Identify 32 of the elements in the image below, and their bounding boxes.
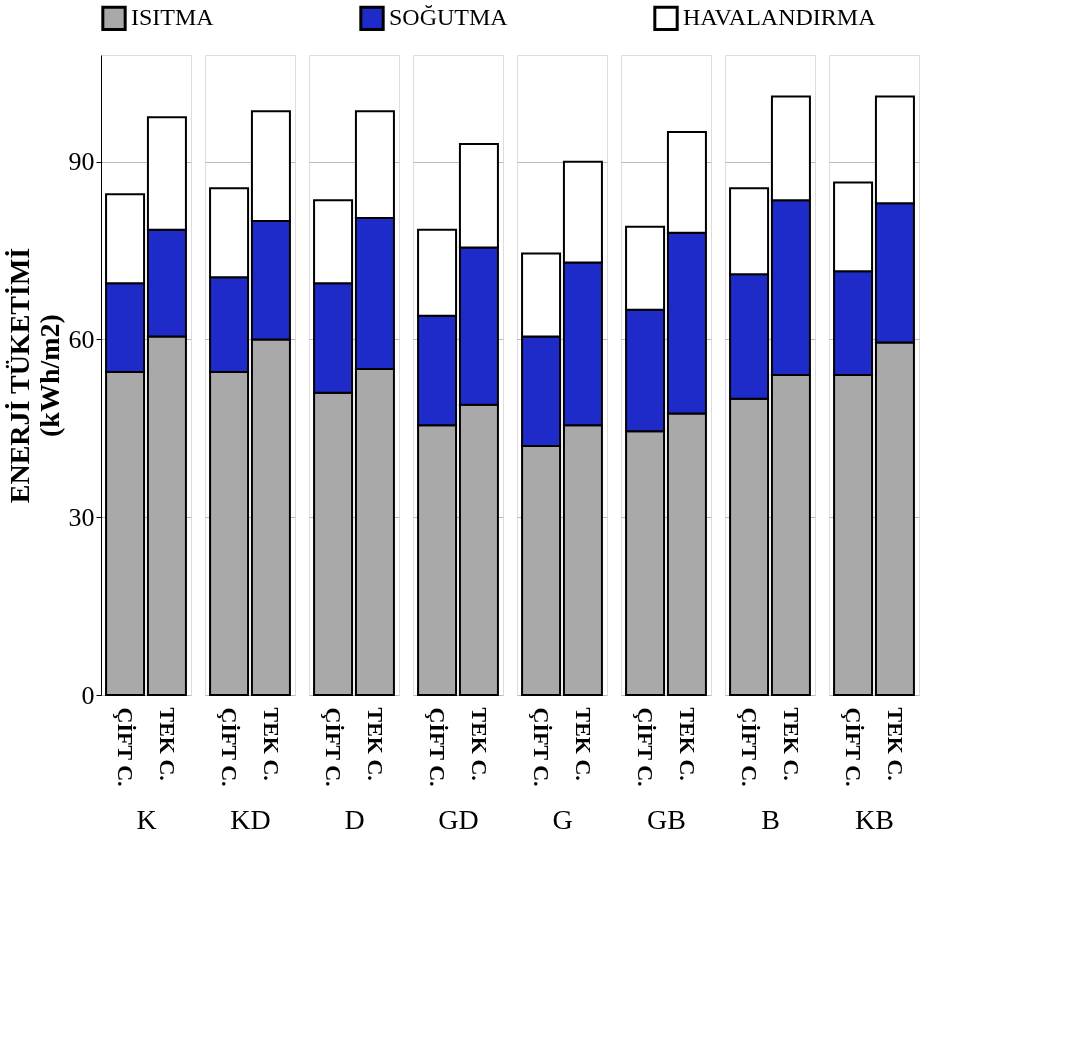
x-tick-label: ÇİFT C. <box>633 707 659 787</box>
x-axis-title: B <box>761 803 780 835</box>
x-tick-label: ÇİFT C. <box>321 707 347 787</box>
x-axis-title: D <box>344 803 365 835</box>
x-axis-title: KB <box>855 803 894 835</box>
legend-label: HAVALANDIRMA <box>683 4 877 31</box>
x-tick-label: ÇİFT C. <box>217 707 243 787</box>
x-axis-title: KD <box>230 803 271 835</box>
x-axis-title: GB <box>647 803 686 835</box>
x-axis-title: GD <box>438 803 479 835</box>
y-tick-label: 0 <box>81 680 95 710</box>
x-tick-label: TEK C. <box>154 707 180 781</box>
y-tick-label: 90 <box>68 147 95 177</box>
y-tick-label: 60 <box>68 324 95 354</box>
x-axis-title: K <box>136 803 157 835</box>
x-tick-label: ÇİFT C. <box>113 707 139 787</box>
legend-label: SOĞUTMA <box>389 4 509 31</box>
x-axis-title: G <box>552 803 573 835</box>
x-tick-label: TEK C. <box>674 707 700 781</box>
x-tick-label: TEK C. <box>258 707 284 781</box>
x-tick-label: TEK C. <box>778 707 804 781</box>
x-tick-label: TEK C. <box>570 707 596 781</box>
x-tick-label: ÇİFT C. <box>529 707 555 787</box>
x-tick-label: ÇİFT C. <box>425 707 451 787</box>
x-tick-label: TEK C. <box>362 707 388 781</box>
legend-label: ISITMA <box>131 4 215 31</box>
y-axis-title: ENERJİ TÜKETİMİ (kWh/m2) <box>3 247 65 504</box>
x-tick-label: ÇİFT C. <box>737 707 763 787</box>
x-tick-label: ÇİFT C. <box>841 707 867 787</box>
x-tick-label: TEK C. <box>882 707 908 781</box>
y-tick-label: 30 <box>68 502 95 532</box>
x-tick-label: TEK C. <box>466 707 492 781</box>
